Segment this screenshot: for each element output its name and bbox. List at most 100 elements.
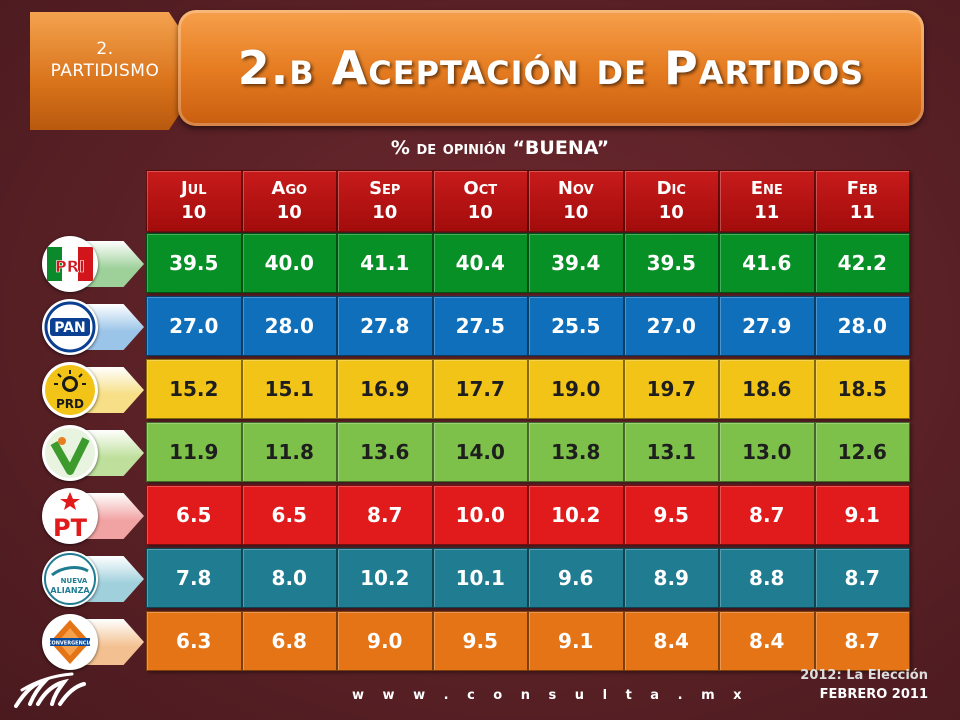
section-number: 2. (96, 39, 114, 59)
value-cell: 10.0 (432, 485, 528, 545)
value-cell: 8.7 (814, 611, 910, 671)
party-logo-row: PRD (40, 359, 144, 420)
party-logo-row: PRI (40, 233, 144, 294)
value-cell: 27.0 (146, 296, 242, 356)
party-logo-column: PRI PAN PRD V PT NUEVA ALIANZA CONVERGENCIA (40, 233, 144, 674)
svg-text:V: V (70, 456, 71, 458)
svg-text:PRI: PRI (55, 257, 85, 276)
value-cell: 8.7 (719, 485, 815, 545)
year-label: 10 (372, 202, 398, 223)
value-cell: 8.8 (719, 548, 815, 608)
month-label: Jul (180, 178, 207, 199)
month-header: Oct 10 (432, 170, 528, 232)
value-cell: 17.7 (432, 359, 528, 419)
value-cell: 8.0 (241, 548, 337, 608)
month-label: Feb (846, 178, 878, 199)
year-label: 10 (181, 202, 207, 223)
value-cell: 39.4 (528, 233, 624, 293)
value-cell: 39.5 (623, 233, 719, 293)
svg-text:PT: PT (53, 514, 88, 542)
svg-text:PAN: PAN (54, 320, 86, 336)
value-cell: 28.0 (241, 296, 337, 356)
year-label: 10 (276, 202, 302, 223)
month-header: Feb 11 (814, 170, 910, 232)
year-label: 11 (849, 202, 875, 223)
value-cell: 10.2 (528, 485, 624, 545)
value-cell: 42.2 (814, 233, 910, 293)
pri-logo-icon: PRI (42, 236, 98, 292)
value-cell: 27.5 (432, 296, 528, 356)
value-cell: 41.1 (337, 233, 433, 293)
page-title: 2.b Aceptación de Partidos (237, 41, 865, 95)
value-cell: 27.8 (337, 296, 433, 356)
value-cell: 25.5 (528, 296, 624, 356)
month-header: Ene 11 (719, 170, 815, 232)
value-cell: 12.6 (814, 422, 910, 482)
value-cell: 9.1 (814, 485, 910, 545)
section-name: PARTIDISMO (50, 61, 160, 81)
year-label: 10 (658, 202, 684, 223)
value-cell: 6.8 (241, 611, 337, 671)
value-cell: 6.5 (241, 485, 337, 545)
value-cell: 11.9 (146, 422, 242, 482)
value-cell: 8.7 (814, 548, 910, 608)
month-label: Dic (656, 178, 686, 199)
table-subtitle: % de opinión “BUENA” (390, 137, 610, 159)
section-label: 2. PARTIDISMO (40, 38, 170, 82)
month-header: Nov 10 (528, 170, 624, 232)
party-logo-row: CONVERGENCIA (40, 611, 144, 672)
value-cell: 8.9 (623, 548, 719, 608)
value-cell: 19.7 (623, 359, 719, 419)
value-cell: 9.5 (432, 611, 528, 671)
value-cell: 40.0 (241, 233, 337, 293)
pvem-logo-icon: V (42, 425, 98, 481)
value-cell: 18.5 (814, 359, 910, 419)
footer-edition: 2012: La Elección (800, 668, 928, 683)
month-label: Ago (271, 178, 308, 199)
value-cell: 9.1 (528, 611, 624, 671)
value-cell: 15.1 (241, 359, 337, 419)
acceptance-table: Jul 10 Ago 10 Sep 10 Oct 10 Nov 10 Dic 10 Ene 11 Feb 11… (146, 170, 910, 671)
value-cell: 39.5 (146, 233, 242, 293)
party-logo-row: V (40, 422, 144, 483)
value-cell: 14.0 (432, 422, 528, 482)
value-cell: 9.5 (623, 485, 719, 545)
value-cell: 7.8 (146, 548, 242, 608)
svg-text:CONVERGENCIA: CONVERGENCIA (48, 641, 92, 647)
value-cell: 15.2 (146, 359, 242, 419)
value-cell: 9.6 (528, 548, 624, 608)
party-logo-row: PT (40, 485, 144, 546)
value-cell: 8.7 (337, 485, 433, 545)
month-header: Jul 10 (146, 170, 242, 232)
pt-logo-icon: PT (42, 488, 98, 544)
svg-text:PRD: PRD (56, 397, 84, 411)
footer-date: FEBRERO 2011 (819, 687, 928, 702)
month-header: Dic 10 (623, 170, 719, 232)
value-cell: 8.4 (623, 611, 719, 671)
value-cell: 6.3 (146, 611, 242, 671)
nueva-alianza-logo-icon: NUEVA ALIANZA (42, 551, 98, 607)
month-label: Ene (750, 178, 783, 199)
value-cell: 6.5 (146, 485, 242, 545)
value-cell: 16.9 (337, 359, 433, 419)
month-header: Ago 10 (241, 170, 337, 232)
convergencia-logo-icon: CONVERGENCIA (42, 614, 98, 670)
footer-url: w w w . c o n s u l t a . m x (352, 688, 749, 703)
value-cell: 13.6 (337, 422, 433, 482)
month-label: Oct (463, 178, 498, 199)
year-label: 10 (467, 202, 493, 223)
value-cell: 27.9 (719, 296, 815, 356)
year-label: 11 (754, 202, 780, 223)
pan-logo-icon: PAN (42, 299, 98, 355)
value-cell: 10.2 (337, 548, 433, 608)
party-logo-row: PAN (40, 296, 144, 357)
month-label: Nov (557, 178, 594, 199)
consulta-mitofsky-logo-icon (14, 672, 86, 708)
svg-text:ALIANZA: ALIANZA (50, 586, 90, 595)
value-cell: 40.4 (432, 233, 528, 293)
value-cell: 27.0 (623, 296, 719, 356)
title-banner: 2.b Aceptación de Partidos (178, 10, 924, 126)
value-cell: 11.8 (241, 422, 337, 482)
value-cell: 19.0 (528, 359, 624, 419)
value-cell: 13.0 (719, 422, 815, 482)
